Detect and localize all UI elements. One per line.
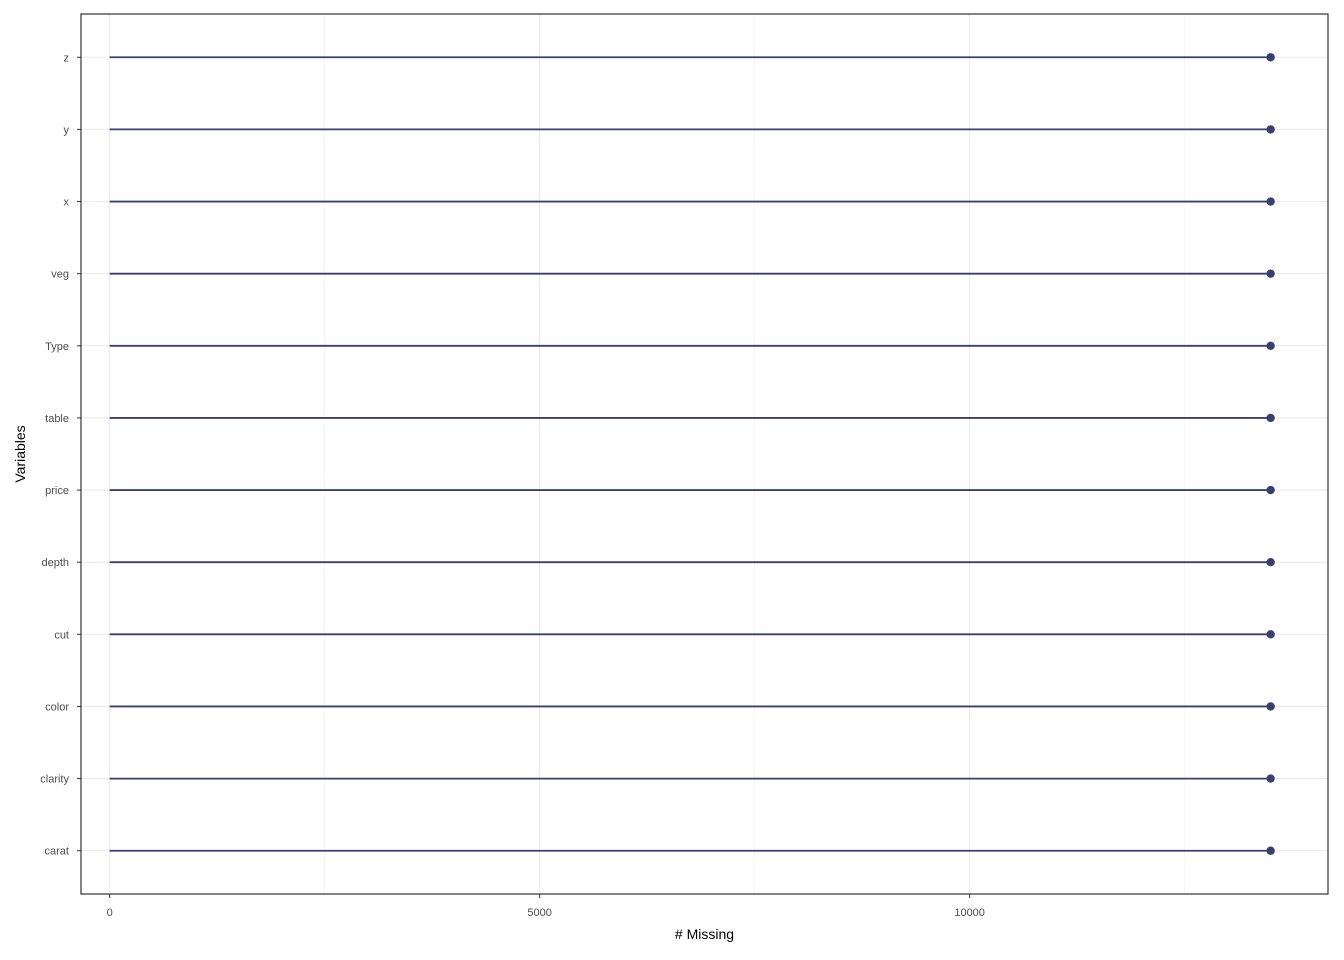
y-tick-label: color	[45, 701, 69, 713]
y-tick-label: cut	[54, 629, 69, 641]
lollipop-point-carat	[1266, 846, 1275, 855]
lollipop-point-y	[1266, 125, 1275, 134]
lollipop-point-x	[1266, 197, 1275, 206]
y-tick-label: veg	[51, 269, 69, 281]
y-axis-title: Variables	[12, 425, 28, 482]
y-axis: carat clarity color cut depth price table Type v…	[40, 52, 81, 858]
lollipop-point-price	[1266, 485, 1275, 495]
x-tick-label: 5000	[527, 907, 551, 919]
y-tick-label: table	[45, 413, 69, 425]
y-tick-label: y	[64, 124, 70, 136]
lollipop-point-type	[1266, 341, 1275, 351]
x-tick-label: 0	[107, 907, 113, 919]
y-tick-label: price	[45, 485, 69, 497]
lollipop-point-table	[1266, 413, 1275, 423]
panel-background	[81, 14, 1328, 894]
y-tick-label: depth	[41, 557, 69, 569]
lollipop-marks	[109, 53, 1275, 855]
y-tick-label: clarity	[40, 774, 69, 786]
plot-panel	[80, 13, 1329, 895]
y-tick-label: Type	[45, 341, 69, 353]
panel-border	[80, 13, 1329, 895]
x-axis: 0 5000 10000	[107, 894, 985, 919]
x-axis-title: # Missing	[675, 926, 734, 942]
y-tick-label: z	[64, 52, 70, 64]
y-tick-label: x	[64, 197, 70, 209]
lollipop-point-z	[1266, 53, 1275, 62]
x-tick-label: 10000	[954, 907, 985, 919]
y-tick-label: carat	[45, 846, 69, 858]
lollipop-point-depth	[1266, 557, 1275, 567]
lollipop-point-clarity	[1266, 774, 1275, 783]
lollipop-point-cut	[1266, 630, 1275, 639]
minor-gridlines	[324, 14, 1185, 894]
lollipop-point-color	[1266, 702, 1275, 711]
lollipop-point-veg	[1266, 269, 1275, 278]
